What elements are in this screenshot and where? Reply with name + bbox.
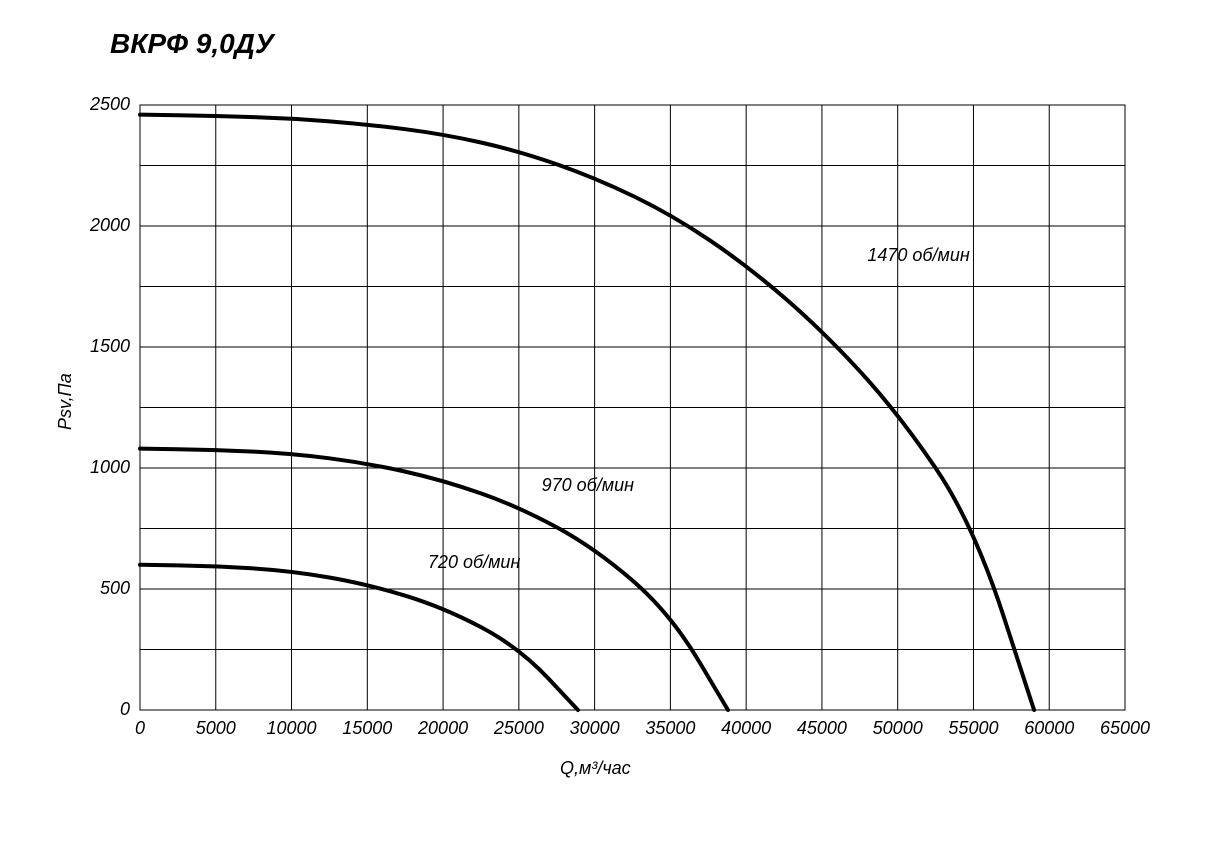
x-tick-label: 40000 [711,718,781,739]
x-tick-label: 30000 [560,718,630,739]
x-axis-label: Q,м³/час [560,758,631,779]
x-tick-label: 45000 [787,718,857,739]
x-tick-label: 60000 [1014,718,1084,739]
x-tick-label: 25000 [484,718,554,739]
x-tick-label: 5000 [181,718,251,739]
y-tick-label: 2000 [75,215,130,236]
curve-label: 970 об/мин [542,475,634,496]
y-tick-label: 1000 [75,457,130,478]
y-tick-label: 1500 [75,336,130,357]
x-tick-label: 35000 [635,718,705,739]
curve-label: 720 об/мин [428,552,520,573]
x-tick-label: 10000 [257,718,327,739]
chart-container: ВКРФ 9,0ДУ Q,м³/час Psv,Па 0500010000150… [0,0,1210,856]
x-tick-label: 50000 [863,718,933,739]
curve-label: 1470 об/мин [867,245,969,266]
x-tick-label: 0 [105,718,175,739]
y-tick-label: 0 [75,699,130,720]
y-axis-label: Psv,Па [55,373,76,430]
x-tick-label: 15000 [332,718,402,739]
x-tick-label: 55000 [938,718,1008,739]
x-tick-label: 20000 [408,718,478,739]
x-tick-label: 65000 [1090,718,1160,739]
chart-title: ВКРФ 9,0ДУ [110,28,274,60]
y-tick-label: 500 [75,578,130,599]
y-tick-label: 2500 [75,94,130,115]
